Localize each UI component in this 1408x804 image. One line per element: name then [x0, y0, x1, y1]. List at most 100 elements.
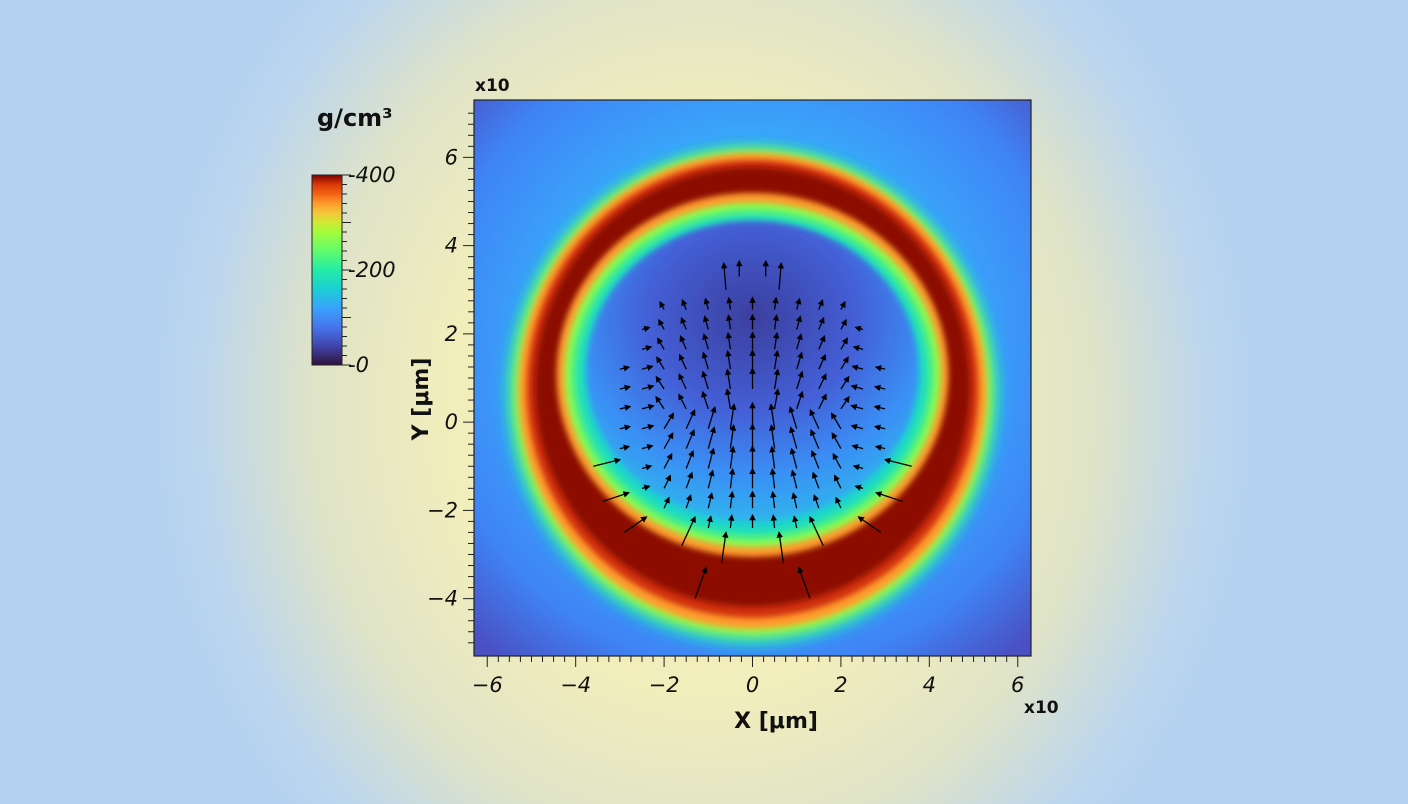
velocity-arrow	[663, 452, 673, 469]
velocity-arrow	[773, 368, 781, 390]
velocity-arrow	[852, 345, 864, 352]
velocity-arrow	[701, 351, 709, 370]
x-tick-label: −2	[649, 673, 680, 697]
velocity-vectors	[593, 259, 912, 599]
velocity-arrow	[685, 494, 693, 509]
velocity-arrow	[681, 515, 696, 546]
y-tick-label: 2	[445, 322, 458, 346]
velocity-arrow	[850, 423, 864, 431]
y-multiplier: x10	[475, 76, 510, 96]
velocity-arrow	[641, 423, 655, 431]
velocity-arrow	[873, 384, 886, 392]
velocity-arrow	[850, 403, 864, 411]
velocity-arrow	[707, 405, 717, 429]
velocity-arrow	[725, 349, 732, 370]
velocity-arrow	[707, 426, 716, 449]
velocity-arrow	[641, 325, 651, 332]
velocity-arrow	[727, 514, 735, 529]
velocity-arrow	[875, 491, 904, 503]
velocity-arrow	[857, 516, 882, 533]
x-tick-label: 2	[834, 673, 847, 697]
y-axis-label: Y [μm]	[409, 358, 434, 442]
velocity-arrow	[641, 484, 651, 491]
velocity-arrow	[729, 424, 737, 449]
velocity-arrow	[850, 384, 864, 391]
velocity-arrow	[726, 296, 733, 310]
velocity-arrow	[792, 515, 799, 529]
velocity-arrow	[707, 447, 716, 469]
velocity-arrow	[657, 337, 665, 350]
velocity-arrow	[818, 373, 827, 390]
velocity-arrow	[623, 516, 648, 533]
velocity-arrow	[663, 474, 672, 489]
velocity-arrow	[659, 300, 666, 310]
velocity-arrow	[873, 424, 886, 431]
velocity-arrow	[656, 356, 665, 370]
velocity-arrow	[795, 315, 803, 330]
velocity-arrow	[663, 412, 675, 430]
velocity-arrow	[728, 468, 736, 489]
colorbar: g/cm³ -0 -200 -400	[311, 104, 396, 377]
velocity-arrow	[593, 457, 622, 467]
velocity-arrow	[663, 432, 674, 449]
velocity-arrow	[619, 404, 632, 411]
y-tick-label: −4	[427, 587, 458, 611]
y-axis: −4 −2 0 2 4 6	[427, 112, 474, 644]
velocity-arrow	[770, 490, 777, 509]
velocity-arrow	[655, 375, 665, 390]
x-tick-label: 0	[746, 673, 759, 697]
velocity-arrow	[772, 331, 780, 350]
velocity-arrow	[818, 393, 827, 410]
velocity-arrow	[797, 566, 811, 599]
velocity-arrow	[840, 337, 848, 350]
velocity-arrow	[852, 464, 864, 471]
velocity-arrow	[840, 356, 849, 370]
velocity-arrow	[678, 393, 687, 410]
velocity-arrow	[641, 345, 653, 352]
velocity-arrow	[725, 331, 733, 350]
velocity-arrow	[818, 335, 826, 350]
velocity-arrow	[724, 368, 732, 390]
velocity-arrow	[641, 384, 655, 391]
velocity-arrow	[811, 471, 820, 489]
velocity-arrow	[641, 364, 654, 371]
velocity-arrow	[685, 471, 694, 489]
velocity-arrow	[768, 424, 776, 449]
velocity-arrow	[701, 370, 709, 390]
velocity-arrow	[641, 444, 654, 451]
x-tick-label: 4	[923, 673, 936, 697]
velocity-arrow	[701, 390, 709, 410]
velocity-arrow	[796, 370, 804, 390]
colorbar-gradient	[311, 174, 343, 366]
velocity-arrow	[769, 445, 776, 469]
velocity-arrow	[655, 395, 665, 410]
velocity-arrow	[707, 492, 714, 509]
velocity-arrow	[874, 444, 886, 451]
velocity-arrow	[796, 333, 803, 350]
density-field	[474, 100, 1031, 656]
x-multiplier: x10	[1024, 698, 1059, 718]
velocity-arrow	[678, 353, 687, 370]
velocity-arrow	[601, 491, 630, 503]
velocity-arrow	[706, 515, 713, 529]
velocity-arrow	[680, 316, 687, 330]
velocity-arrow	[832, 452, 842, 469]
velocity-arrow	[772, 314, 780, 330]
velocity-arrow	[777, 261, 785, 290]
velocity-arrow	[720, 531, 729, 564]
velocity-arrow	[703, 297, 710, 310]
velocity-arrow	[641, 464, 653, 471]
velocity-arrow	[685, 409, 696, 430]
velocity-arrow	[773, 388, 781, 409]
velocity-arrow	[619, 384, 632, 392]
velocity-arrow	[770, 514, 778, 529]
velocity-arrow	[724, 388, 732, 409]
velocity-arrow	[791, 492, 798, 509]
velocity-arrow	[873, 404, 886, 411]
velocity-arrow	[874, 365, 886, 372]
y-tick-label: 0	[445, 410, 458, 434]
velocity-arrow	[678, 373, 687, 390]
velocity-arrow	[795, 297, 802, 310]
velocity-arrow	[789, 426, 798, 449]
